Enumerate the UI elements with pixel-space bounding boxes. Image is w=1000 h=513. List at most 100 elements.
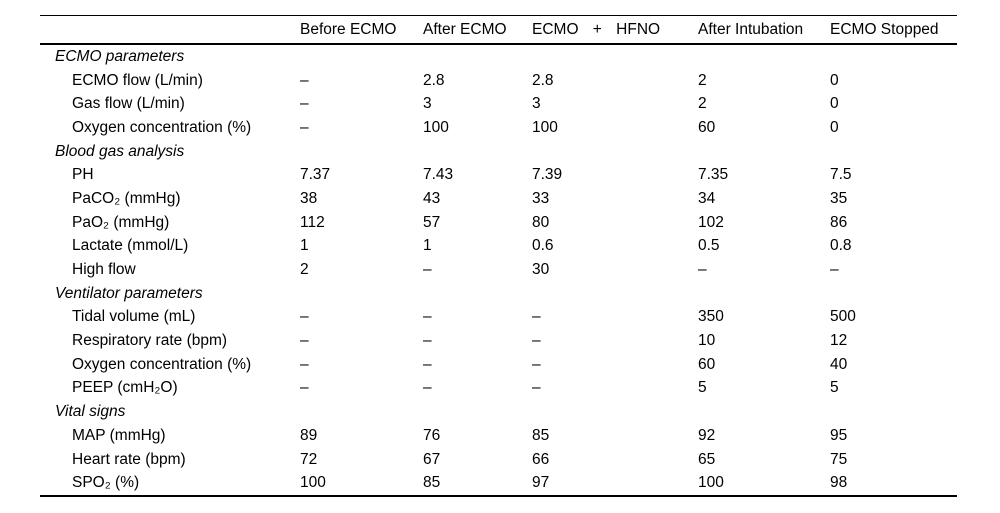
table-row: MAP (mmHg) 89 76 85 92 95 [40,424,957,448]
cell-after-intubation [698,140,830,164]
cell-after-ecmo: 57 [423,213,441,231]
cell-before-ecmo: 2 [300,261,309,279]
col-header-after-ecmo: After ECMO [423,15,532,45]
row-label: PEEP (cmH₂O) [72,379,178,397]
cell-ecmo-stopped: 7.5 [830,166,852,184]
table-row: Vital signs [40,400,957,424]
table-row: Respiratory rate (bpm) – – – 10 12 [40,329,957,353]
cell-ecmo-hfno: 2.8 [532,71,554,89]
cell-after-intubation [698,282,830,306]
table-row: PEEP (cmH₂O) – – – 5 5 [40,377,957,401]
cell-ecmo-stopped [830,400,957,424]
table-row: ECMO parameters [40,44,957,69]
clinical-parameters-table: Before ECMO After ECMO ECMO + HFNO After… [40,15,957,498]
cell-ecmo-stopped: 0.8 [830,237,852,255]
row-label: High flow [72,261,136,279]
cell-after-intubation: 100 [698,471,830,498]
cell-after-intubation: 7.35 [698,166,729,184]
cell-before-ecmo: – [300,355,309,373]
cell-ecmo-hfno: 80 [532,213,550,231]
cell-before-ecmo: – [300,379,309,397]
cell-after-ecmo: – [423,355,432,373]
cell-after-ecmo: – [423,379,432,397]
row-label: Vital signs [55,403,126,421]
cell-ecmo-hfno: – [532,332,541,350]
cell-after-intubation: 350 [698,308,724,326]
cell-before-ecmo: 89 [300,426,318,444]
cell-before-ecmo: 72 [300,450,318,468]
cell-after-ecmo [423,282,532,306]
cell-ecmo-hfno [532,140,698,164]
cell-ecmo-stopped [830,282,957,306]
row-label: PaCO₂ (mmHg) [72,189,181,207]
cell-ecmo-stopped: 75 [830,450,848,468]
cell-after-intubation [698,400,830,424]
cell-before-ecmo: 1 [300,237,309,255]
cell-after-ecmo: 85 [423,471,532,498]
cell-after-intubation: 60 [698,355,716,373]
table-row: SPO₂ (%) 100 85 97 100 98 [40,471,957,498]
cell-ecmo-stopped [830,140,957,164]
cell-ecmo-hfno: 30 [532,261,550,279]
cell-before-ecmo: – [300,71,309,89]
cell-ecmo-stopped: 35 [830,189,848,207]
cell-before-ecmo: – [300,95,309,113]
cell-ecmo-stopped: 98 [830,471,957,498]
table-row: Oxygen concentration (%) – – – 60 40 [40,353,957,377]
table-row: Oxygen concentration (%) – 100 100 60 0 [40,116,957,140]
cell-after-ecmo: 1 [423,237,432,255]
cell-ecmo-hfno [532,400,698,424]
cell-ecmo-hfno: 97 [532,471,698,498]
cell-ecmo-hfno: 100 [532,118,558,136]
cell-after-ecmo: 3 [423,95,432,113]
cell-after-intubation: – [698,261,707,279]
table-row: PH 7.37 7.43 7.39 7.35 7.5 [40,163,957,187]
cell-before-ecmo: 38 [300,189,318,207]
row-label: Gas flow (L/min) [72,95,185,113]
table-row: Lactate (mmol/L) 1 1 0.6 0.5 0.8 [40,235,957,259]
cell-before-ecmo [300,400,423,424]
cell-before-ecmo [300,140,423,164]
cell-after-intubation: 10 [698,332,716,350]
cell-ecmo-hfno [532,282,698,306]
table-row: PaCO₂ (mmHg) 38 43 33 34 35 [40,187,957,211]
cell-after-ecmo: – [423,332,432,350]
table-row: Ventilator parameters [40,282,957,306]
col-header-before-ecmo: Before ECMO [300,15,423,45]
cell-ecmo-hfno: 66 [532,450,550,468]
row-label: Respiratory rate (bpm) [72,332,228,350]
cell-after-ecmo: – [423,308,432,326]
cell-ecmo-stopped [830,44,957,69]
cell-ecmo-stopped: – [830,261,839,279]
cell-after-intubation: 60 [698,118,716,136]
cell-ecmo-stopped: 0 [830,118,839,136]
cell-after-ecmo: 76 [423,426,441,444]
cell-after-intubation: 0.5 [698,237,720,255]
cell-before-ecmo: – [300,308,309,326]
row-label: Oxygen concentration (%) [72,118,252,136]
cell-after-ecmo: 2.8 [423,71,445,89]
cell-after-intubation: 5 [698,379,707,397]
cell-after-intubation: 65 [698,450,716,468]
table-row: ECMO flow (L/min) – 2.8 2.8 2 0 [40,69,957,93]
cell-ecmo-stopped: 0 [830,95,839,113]
cell-before-ecmo: 112 [300,213,325,231]
cell-after-intubation: 2 [698,95,707,113]
row-label: Heart rate (bpm) [72,450,186,468]
cell-after-ecmo [423,140,532,164]
cell-ecmo-stopped: 40 [830,355,848,373]
row-label: Oxygen concentration (%) [72,355,252,373]
cell-after-ecmo [423,400,532,424]
cell-ecmo-hfno [532,44,698,69]
cell-ecmo-hfno: 0.6 [532,237,554,255]
cell-after-intubation [698,44,830,69]
cell-before-ecmo: – [300,332,309,350]
empty-header-cell [40,15,300,45]
cell-ecmo-stopped: 0 [830,71,839,89]
row-label: ECMO flow (L/min) [72,71,203,89]
table-body: ECMO parameters ECMO flow (L/min) – 2.8 … [40,44,957,498]
row-label: Lactate (mmol/L) [72,237,189,255]
cell-before-ecmo [300,44,423,69]
table-row: PaO₂ (mmHg) 112 57 80 102 86 [40,211,957,235]
cell-ecmo-stopped: 95 [830,426,848,444]
